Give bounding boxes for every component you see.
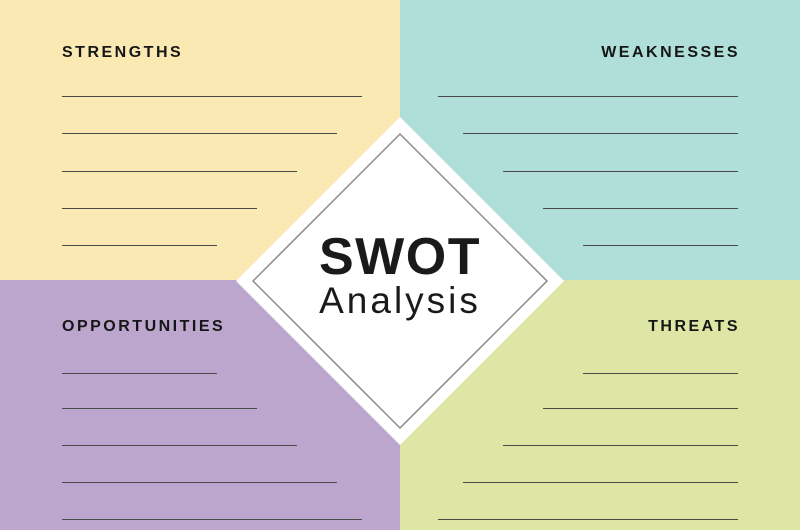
blank-writing-line [62, 133, 337, 134]
blank-writing-line [62, 519, 362, 520]
quadrant-opportunities-title: OPPORTUNITIES [62, 318, 226, 335]
blank-writing-line [438, 519, 738, 520]
swot-title: SWOT [319, 228, 481, 286]
blank-writing-line [62, 408, 257, 409]
blank-writing-line [438, 96, 738, 97]
blank-writing-line [463, 133, 738, 134]
blank-writing-line [503, 445, 738, 446]
blank-writing-line [543, 208, 738, 209]
blank-writing-line [583, 245, 738, 246]
blank-writing-line [583, 373, 738, 374]
blank-writing-line [62, 245, 217, 246]
swot-subtitle: Analysis [319, 280, 481, 321]
quadrant-strengths-title: STRENGTHS [62, 44, 184, 61]
quadrant-weaknesses-title: WEAKNESSES [601, 44, 740, 61]
blank-writing-line [62, 373, 217, 374]
blank-writing-line [463, 482, 738, 483]
blank-writing-line [62, 171, 297, 172]
blank-writing-line [62, 445, 297, 446]
blank-writing-line [62, 482, 337, 483]
blank-writing-line [503, 171, 738, 172]
blank-writing-line [543, 408, 738, 409]
quadrant-threats-title: THREATS [648, 318, 740, 335]
blank-writing-line [62, 96, 362, 97]
blank-writing-line [62, 208, 257, 209]
center-label-group: SWOT Analysis [0, 228, 800, 321]
